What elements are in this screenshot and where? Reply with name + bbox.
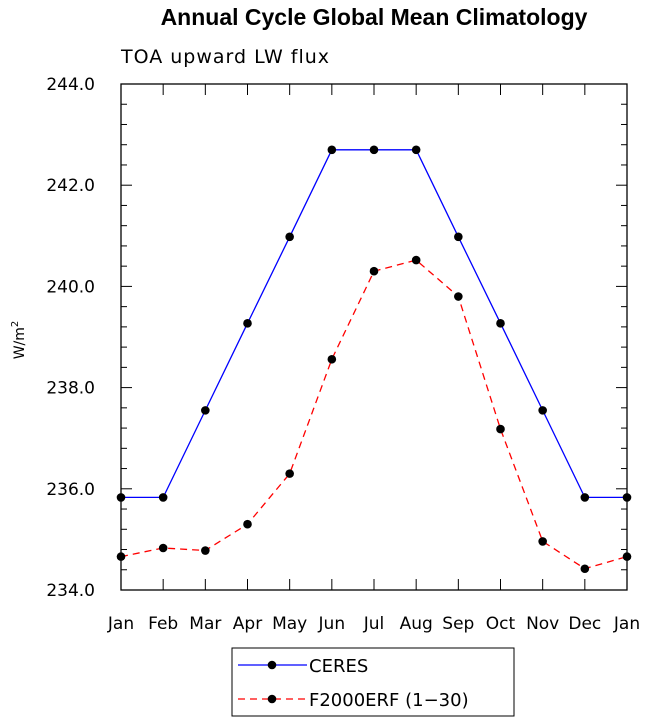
x-tick-label: May bbox=[272, 614, 307, 634]
data-point-ceres bbox=[369, 145, 379, 155]
data-point-f2000erf bbox=[369, 266, 379, 276]
data-point-f2000erf bbox=[622, 552, 632, 561]
x-tick-label: Jan bbox=[107, 614, 134, 634]
x-tick-label: Apr bbox=[233, 614, 262, 634]
data-point-ceres bbox=[116, 493, 126, 502]
y-tick-label: 234.0 bbox=[46, 581, 95, 601]
legend-box bbox=[231, 647, 515, 717]
data-point-ceres bbox=[411, 145, 421, 155]
x-tick-label: Feb bbox=[148, 614, 178, 634]
data-point-ceres bbox=[158, 493, 168, 502]
data-point-ceres bbox=[327, 145, 337, 155]
series-layer bbox=[116, 145, 632, 574]
x-tick-label: Dec bbox=[568, 614, 601, 634]
plot-area bbox=[120, 83, 628, 591]
data-point-f2000erf bbox=[243, 519, 252, 529]
data-point-f2000erf bbox=[116, 552, 126, 561]
x-tick-label: Mar bbox=[189, 614, 221, 634]
x-tick-label: Nov bbox=[526, 614, 559, 634]
chart-title: Annual Cycle Global Mean Climatology bbox=[161, 4, 588, 30]
data-point-ceres bbox=[538, 406, 547, 415]
y-tick-label: 242.0 bbox=[46, 176, 95, 196]
legend-marker-f2000erf bbox=[267, 694, 277, 704]
data-point-f2000erf bbox=[158, 543, 168, 553]
x-tick-label: Jul bbox=[363, 614, 385, 634]
y-tick-label: 238.0 bbox=[46, 379, 95, 399]
series-line-f2000erf bbox=[120, 259, 628, 570]
series-line-ceres bbox=[121, 149, 627, 499]
legend-marker-ceres bbox=[267, 660, 277, 670]
data-point-f2000erf bbox=[327, 354, 337, 364]
data-point-ceres bbox=[243, 319, 252, 328]
data-point-f2000erf bbox=[454, 292, 463, 301]
data-point-ceres bbox=[622, 493, 632, 502]
y-tick-label: 236.0 bbox=[46, 480, 95, 500]
data-point-ceres bbox=[580, 493, 590, 502]
data-point-ceres bbox=[285, 232, 294, 242]
data-point-f2000erf bbox=[580, 564, 590, 574]
data-point-ceres bbox=[201, 406, 210, 415]
y-axis: 234.0 236.0 238.0 240.0 242.0 244.0 bbox=[46, 75, 627, 601]
data-point-f2000erf bbox=[411, 255, 421, 265]
x-tick-label: Aug bbox=[400, 614, 433, 634]
x-tick-label: Oct bbox=[486, 614, 516, 634]
data-point-ceres bbox=[496, 319, 505, 328]
legend-label-ceres: CERES bbox=[309, 656, 368, 677]
data-point-f2000erf bbox=[496, 424, 505, 434]
data-point-ceres bbox=[454, 232, 463, 242]
legend-label-f2000erf: F2000ERF (1−30) bbox=[309, 690, 469, 711]
data-point-f2000erf bbox=[538, 537, 547, 546]
data-point-f2000erf bbox=[201, 546, 210, 555]
y-tick-label: 244.0 bbox=[46, 75, 95, 95]
plot-border bbox=[120, 83, 628, 591]
x-axis: Jan Feb Mar Apr May Jun Jul Aug Sep Oct Nov Dec Jan bbox=[107, 84, 640, 634]
x-tick-label: Jun bbox=[318, 614, 346, 634]
data-point-f2000erf bbox=[285, 469, 294, 478]
chart-subtitle: TOA upward LW flux bbox=[120, 46, 330, 68]
x-tick-label: Jan bbox=[613, 614, 640, 634]
y-axis-label: W/m2 bbox=[10, 321, 28, 360]
x-tick-label: Sep bbox=[442, 614, 474, 634]
legend: CERES F2000ERF (1−30) bbox=[231, 647, 515, 717]
y-tick-label: 240.0 bbox=[46, 277, 95, 297]
